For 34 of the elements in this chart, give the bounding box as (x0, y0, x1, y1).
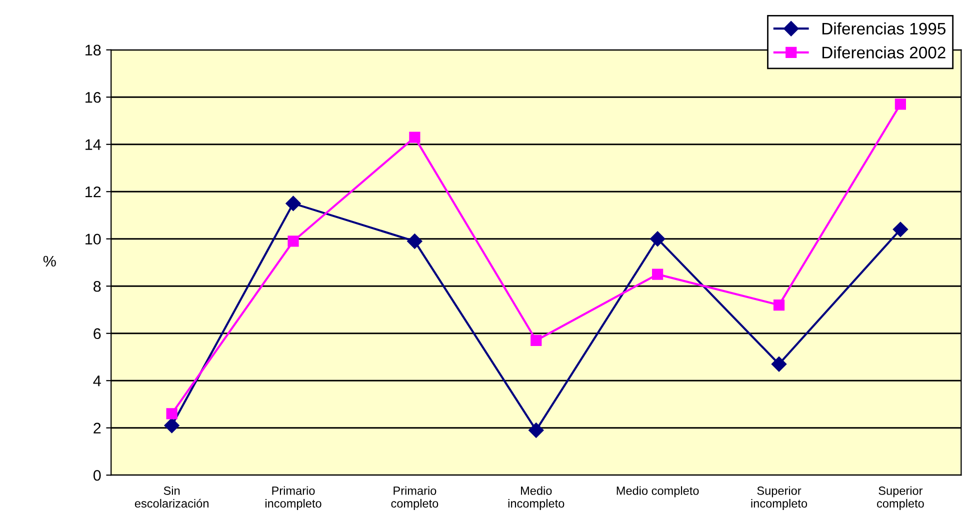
x-tick-label: Primario completo (391, 486, 438, 510)
point (164, 418, 180, 434)
y-tick-label: 16 (86, 92, 101, 103)
point (528, 422, 544, 438)
legend-label: Diferencias 2002 (822, 46, 946, 58)
y-tick-label: 6 (94, 328, 101, 340)
y-tick-label: 10 (86, 234, 101, 245)
legend-label: Diferencias 1995 (822, 22, 946, 35)
point (288, 236, 299, 247)
point (286, 196, 301, 212)
x-tick-label: Medio incompleto (508, 486, 564, 510)
y-tick-label: 12 (86, 186, 101, 198)
point (894, 98, 906, 110)
y-tick-label: 8 (94, 280, 101, 292)
y-tick-label: 18 (86, 44, 101, 56)
x-tick-label: Primario incompleto (265, 486, 322, 510)
x-tick-label: Superior completo (877, 486, 924, 510)
y-tick-label: 4 (93, 376, 101, 386)
y-tick-label: 2 (94, 422, 101, 434)
point (407, 234, 422, 249)
point (166, 408, 178, 420)
point (530, 334, 542, 346)
x-tick-label: Sin escolarización (134, 486, 208, 508)
y-tick-label: 14 (86, 139, 101, 150)
point (409, 132, 420, 143)
y-tick-label: 0 (93, 470, 101, 481)
point (773, 299, 785, 311)
point (650, 231, 666, 246)
point (652, 268, 664, 280)
x-tick-label: Medio completo (616, 486, 699, 498)
point (892, 222, 908, 237)
x-tick-label: Superior incompleto (751, 486, 808, 510)
y-axis-title: % (43, 256, 56, 267)
point (771, 356, 787, 372)
